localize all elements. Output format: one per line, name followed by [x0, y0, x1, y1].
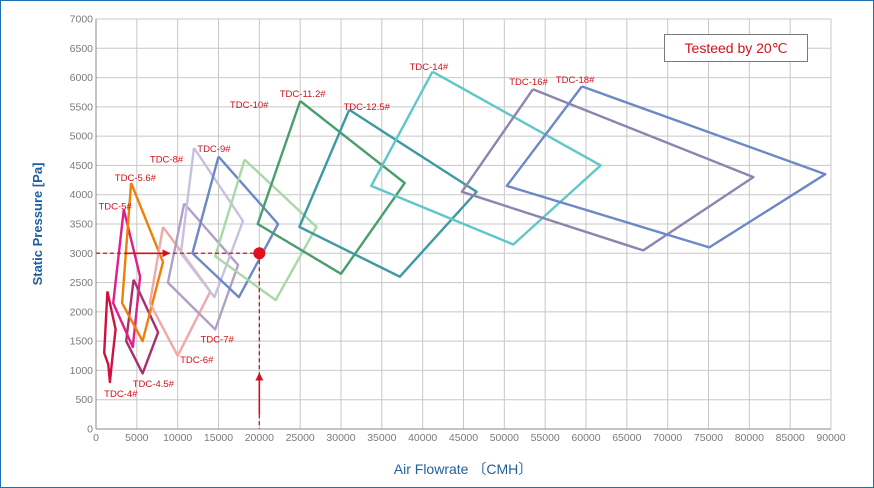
- y-tick-label: 7000: [70, 14, 94, 26]
- x-tick-label: 30000: [326, 432, 355, 444]
- test-condition-note: Testeed by 20℃: [664, 34, 808, 62]
- series-label-tdc-5: TDC-5#: [98, 201, 132, 212]
- axes: 0 5000 10000 15000 20000 25000 30000 35000 40000…: [70, 14, 846, 445]
- series-label-tdc-11-2: TDC-11.2#: [280, 89, 326, 100]
- series-label-tdc-7: TDC-7#: [201, 334, 235, 345]
- series-curve-tdc-8: [179, 147, 245, 299]
- y-tick-label: 1000: [70, 365, 94, 377]
- series-curve-tdc-5: [111, 209, 142, 349]
- series-label-tdc-12-5: TDC-12.5#: [343, 102, 390, 113]
- series-label-tdc-10: TDC-10#: [230, 100, 269, 111]
- y-tick-label: 6500: [70, 43, 94, 55]
- series-label-tdc-9: TDC-9#: [197, 144, 231, 155]
- operating-point-guides: [96, 247, 266, 429]
- series-curve-tdc-4-5: [124, 279, 160, 375]
- x-tick-label: 25000: [286, 432, 315, 444]
- x-tick-label: 5000: [125, 432, 149, 444]
- y-tick-label: 4500: [70, 160, 94, 172]
- y-tick-label: 3000: [70, 248, 94, 260]
- x-tick-label: 15000: [204, 432, 233, 444]
- x-tick-label: 50000: [490, 432, 519, 444]
- x-tick-label: 20000: [245, 432, 274, 444]
- x-tick-label: 65000: [612, 432, 641, 444]
- x-tick-label: 75000: [694, 432, 723, 444]
- series-label-tdc-18: TDC-18#: [556, 75, 595, 86]
- y-tick-label: 1500: [70, 336, 94, 348]
- y-axis-label: Static Pressure [Pa]: [30, 163, 45, 286]
- series-label-tdc-16: TDC-16#: [509, 77, 548, 88]
- x-tick-label: 85000: [776, 432, 805, 444]
- x-tick-label: 90000: [816, 432, 845, 444]
- series-label-tdc-8: TDC-8#: [150, 155, 184, 166]
- series-curve-tdc-5-6: [120, 182, 165, 343]
- series-curve-tdc-7: [166, 202, 240, 331]
- series-layer: [102, 70, 827, 384]
- series-label-tdc-6: TDC-6#: [180, 355, 214, 366]
- series-label-tdc-5-6: TDC-5.6#: [115, 173, 157, 184]
- series-labels: TDC-4#TDC-4.5# TDC-5# TDC-5.6# TDC-6# TDC-7#…: [98, 62, 595, 400]
- series-curve-tdc-11-2: [256, 100, 406, 275]
- operating-point-marker: [253, 247, 266, 260]
- x-tick-label: 70000: [653, 432, 682, 444]
- x-axis-label: Air Flowrate 〔CMH〕: [394, 461, 532, 477]
- y-tick-label: 3500: [70, 219, 94, 231]
- series-curve-tdc-12-5: [298, 108, 478, 278]
- x-tick-label: 10000: [163, 432, 192, 444]
- series-curve-tdc-4: [102, 291, 117, 384]
- x-tick-label: 60000: [571, 432, 600, 444]
- series-label-tdc-4-5: TDC-4.5#: [133, 379, 175, 390]
- y-tick-label: 500: [75, 394, 93, 406]
- series-label-tdc-4: TDC-4#: [104, 389, 138, 400]
- x-tick-label: 55000: [531, 432, 560, 444]
- x-tick-label: 40000: [408, 432, 437, 444]
- y-tick-label: 5500: [70, 101, 94, 113]
- x-tick-label: 45000: [449, 432, 478, 444]
- y-tick-label: 0: [87, 424, 93, 436]
- y-tick-label: 4000: [70, 189, 94, 201]
- test-condition-text: Testeed by 20℃: [684, 39, 788, 56]
- y-tick-label: 6000: [70, 72, 94, 84]
- series-curve-tdc-9: [191, 155, 280, 299]
- series-curve-tdc-18: [505, 85, 827, 249]
- series-label-tdc-14: TDC-14#: [410, 62, 449, 73]
- x-tick-label: 80000: [735, 432, 764, 444]
- y-tick-label: 5000: [70, 131, 94, 143]
- series-curve-tdc-10: [213, 158, 318, 302]
- x-tick-label: 0: [93, 432, 99, 444]
- series-curve-tdc-16: [460, 88, 755, 252]
- y-tick-label: 2000: [70, 306, 94, 318]
- y-tick-label: 2500: [70, 277, 94, 289]
- x-tick-label: 35000: [367, 432, 396, 444]
